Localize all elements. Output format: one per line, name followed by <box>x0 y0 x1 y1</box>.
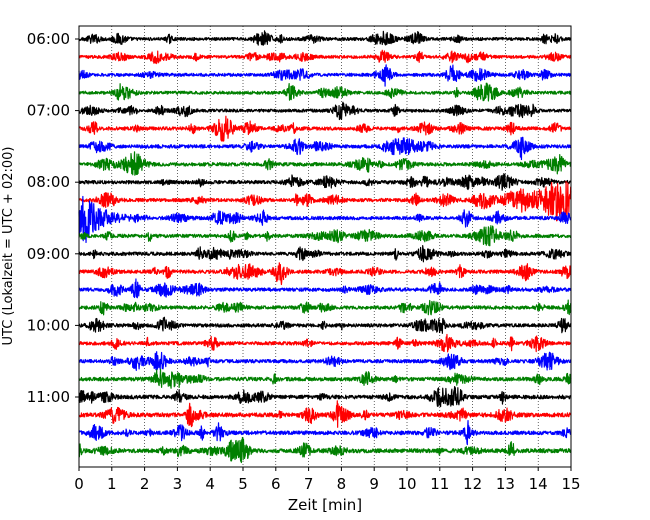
x-tick-label: 14 <box>529 475 548 493</box>
x-tick-label: 5 <box>238 475 248 493</box>
seismic-trace <box>78 278 572 299</box>
seismic-trace <box>78 30 572 46</box>
y-tick-label: 06:00 <box>27 30 70 48</box>
seismic-trace <box>78 115 572 142</box>
seismic-trace <box>78 180 572 222</box>
y-axis: 06:00 07:00 08:00 09:00 10:00 11:00 <box>27 30 79 406</box>
seismic-trace <box>78 351 572 371</box>
x-tick-label: 15 <box>561 475 580 493</box>
x-tick-label: 13 <box>496 475 515 493</box>
y-tick-label: 08:00 <box>27 173 70 191</box>
x-tick-label: 11 <box>430 475 449 493</box>
seismic-trace <box>78 400 572 428</box>
seismic-trace <box>78 136 572 161</box>
x-tick-label: 0 <box>74 475 84 493</box>
seismic-trace <box>78 436 572 464</box>
seismic-trace <box>78 368 572 389</box>
x-tick-label: 8 <box>337 475 347 493</box>
x-tick-label: 2 <box>140 475 150 493</box>
x-tick-label: 9 <box>369 475 379 493</box>
seismic-trace <box>78 101 572 121</box>
x-axis-label: Zeit [min] <box>288 496 362 514</box>
y-tick-label: 09:00 <box>27 245 70 263</box>
x-tick-label: 10 <box>397 475 416 493</box>
seismic-trace <box>78 299 572 316</box>
seismic-trace <box>78 64 572 87</box>
seismic-trace <box>78 151 572 176</box>
y-tick-label: 11:00 <box>27 388 70 406</box>
trace-group <box>78 30 572 464</box>
seismic-trace <box>78 333 572 353</box>
x-tick-label: 7 <box>304 475 314 493</box>
x-tick-label: 12 <box>463 475 482 493</box>
x-tick-label: 3 <box>173 475 183 493</box>
seismic-trace <box>78 245 572 263</box>
seismic-trace <box>78 316 572 334</box>
y-tick-label: 07:00 <box>27 102 70 120</box>
x-tick-label: 1 <box>107 475 117 493</box>
seismic-trace <box>78 49 572 65</box>
seismic-trace <box>78 419 572 446</box>
seismic-trace <box>78 82 572 102</box>
seismic-trace <box>78 195 572 244</box>
seismic-trace <box>78 225 572 247</box>
x-tick-label: 6 <box>271 475 281 493</box>
y-tick-label: 10:00 <box>27 316 70 334</box>
seismic-trace <box>78 386 572 408</box>
seismic-trace <box>78 173 572 191</box>
x-tick-label: 4 <box>205 475 215 493</box>
y-axis-label: UTC (Lokalzeit = UTC + 02:00) <box>1 147 16 346</box>
x-axis: 0 1 2 3 4 5 6 7 8 9 10 11 12 13 14 15 <box>74 467 581 493</box>
plot-frame <box>78 25 572 468</box>
seismic-trace <box>78 262 572 286</box>
